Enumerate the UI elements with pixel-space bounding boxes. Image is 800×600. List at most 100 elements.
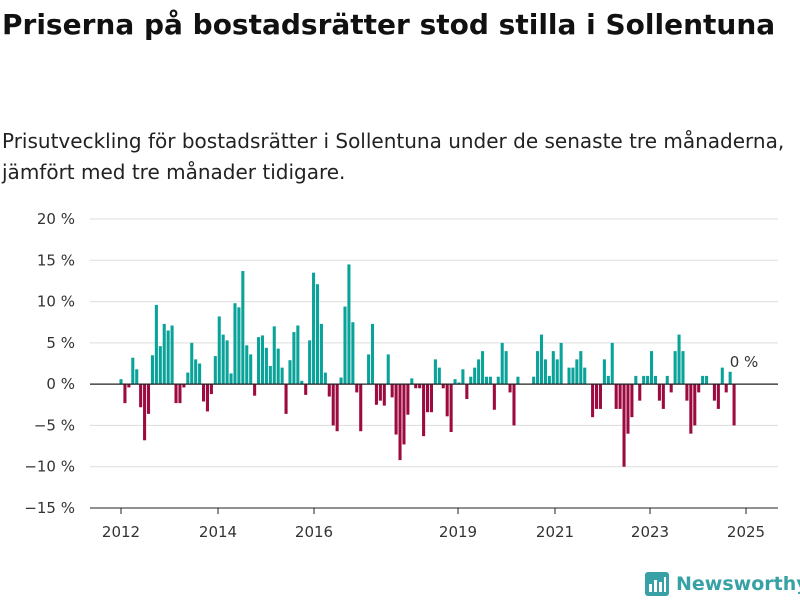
bar	[241, 271, 245, 385]
bar	[382, 384, 386, 406]
bar	[429, 384, 433, 413]
y-tick-label: 5 %	[46, 334, 75, 352]
bar	[249, 354, 253, 385]
bar	[634, 375, 638, 385]
bar	[339, 377, 343, 385]
bar	[661, 384, 665, 409]
bar	[681, 351, 685, 385]
bar	[532, 376, 536, 385]
bar	[418, 384, 422, 389]
bar	[539, 334, 544, 385]
bar	[614, 384, 618, 409]
y-tick-label: 10 %	[37, 293, 75, 311]
bar	[308, 340, 312, 385]
bar	[469, 376, 473, 385]
bar	[646, 375, 650, 385]
bar	[280, 367, 284, 385]
bar	[135, 369, 139, 385]
bar	[685, 384, 689, 401]
bar	[437, 367, 441, 385]
bar	[559, 342, 563, 385]
y-tick-label: −15 %	[24, 499, 75, 517]
bar	[264, 347, 268, 385]
bar	[390, 384, 394, 398]
bar	[536, 351, 540, 385]
bar	[638, 384, 642, 401]
bar	[272, 326, 276, 385]
x-tick-label: 2021	[536, 523, 574, 541]
x-tick-label: 2019	[439, 523, 477, 541]
bar	[296, 325, 300, 385]
bar	[732, 384, 736, 426]
bar	[653, 375, 658, 385]
bar	[229, 373, 233, 385]
bar	[154, 304, 158, 385]
bar	[602, 359, 606, 385]
bar	[182, 384, 186, 388]
bar	[492, 384, 496, 410]
bar	[162, 323, 166, 385]
bar	[406, 384, 410, 415]
grid-lines	[90, 218, 778, 468]
bar	[461, 369, 465, 385]
x-tick-label: 2014	[199, 523, 237, 541]
bar	[594, 384, 599, 409]
bar	[378, 384, 382, 401]
bar	[221, 334, 225, 385]
bar	[457, 382, 461, 385]
bar	[194, 359, 198, 385]
bar	[484, 376, 489, 385]
bar	[288, 360, 292, 385]
bar	[575, 359, 579, 385]
y-tick-label: −5 %	[34, 416, 75, 434]
y-tick-label: 20 %	[37, 210, 75, 228]
bar	[650, 351, 654, 385]
x-tick-label: 2012	[102, 523, 140, 541]
bar	[465, 384, 469, 399]
bar	[331, 384, 335, 426]
bar	[245, 345, 249, 385]
bar	[386, 354, 390, 385]
bar	[398, 384, 402, 461]
bar	[712, 384, 716, 401]
bar	[198, 363, 202, 385]
bar	[355, 384, 359, 393]
bar	[689, 384, 693, 434]
bar	[127, 384, 131, 388]
bar	[146, 384, 151, 414]
bar	[591, 384, 595, 418]
bar	[158, 346, 162, 385]
x-tick-label: 2016	[295, 523, 333, 541]
bar	[426, 384, 430, 413]
bar	[665, 375, 669, 385]
bar	[237, 307, 241, 385]
y-tick-label: 0 %	[46, 375, 75, 393]
bar	[370, 323, 375, 385]
bar	[422, 384, 426, 437]
bar	[414, 384, 418, 389]
bar	[433, 359, 437, 385]
y-tick-label: 15 %	[37, 251, 75, 269]
bar	[508, 384, 512, 393]
bar	[449, 384, 453, 433]
bar	[205, 384, 209, 412]
bar	[720, 367, 724, 385]
x-tick-label: 2023	[631, 523, 669, 541]
bar	[606, 375, 610, 385]
bar	[697, 384, 701, 393]
bar	[374, 384, 378, 405]
bar	[701, 375, 705, 385]
bar	[473, 367, 477, 385]
bar	[642, 375, 646, 385]
bar	[481, 351, 485, 385]
bar	[209, 384, 213, 395]
bar	[166, 330, 170, 385]
bar	[119, 379, 123, 385]
bar	[622, 384, 626, 467]
bar	[367, 354, 371, 385]
bar	[170, 325, 174, 385]
bar	[150, 355, 154, 385]
bar	[174, 384, 178, 404]
bar	[571, 367, 575, 385]
